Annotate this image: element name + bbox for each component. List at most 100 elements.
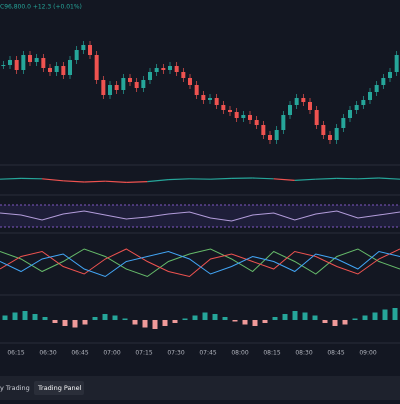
macd-bar <box>333 320 338 326</box>
band <box>0 205 400 227</box>
macd-bar <box>93 317 98 320</box>
macd-bar <box>143 320 148 328</box>
macd-bar <box>393 308 398 320</box>
macd-bar <box>83 320 88 325</box>
candle-body <box>335 128 339 140</box>
macd-bar <box>163 320 168 326</box>
macd-bar <box>53 320 58 323</box>
candle-body <box>21 55 25 70</box>
macd-bar <box>273 317 278 320</box>
macd-bar <box>203 313 208 321</box>
candle-body <box>15 60 19 70</box>
trend-segment <box>211 178 232 179</box>
macd-bar <box>193 316 198 321</box>
macd-bar <box>183 319 188 321</box>
candle-body <box>235 112 239 118</box>
macd-bar <box>293 311 298 320</box>
candle-body <box>241 115 245 118</box>
candle-body <box>295 98 299 105</box>
macd-bar <box>323 320 328 323</box>
tab[interactable]: Trading Panel <box>37 384 82 392</box>
time-label: 08:15 <box>263 350 280 357</box>
trend-segment <box>253 178 274 179</box>
candle-body <box>281 115 285 130</box>
macd-bar <box>33 314 38 320</box>
macd-bar <box>253 320 258 326</box>
time-label: 07:30 <box>167 350 184 357</box>
candle-body <box>201 95 205 100</box>
trend-segment <box>0 178 21 179</box>
candle-body <box>248 115 252 120</box>
candle-body <box>168 66 172 70</box>
macd-bar <box>313 316 318 321</box>
macd-bar <box>73 320 78 328</box>
macd-bar <box>233 320 238 322</box>
time-label: 06:45 <box>71 350 88 357</box>
candle-body <box>388 72 392 78</box>
candle-body <box>1 65 5 66</box>
time-label: 07:45 <box>199 350 216 357</box>
candle-body <box>361 100 365 105</box>
candle-body <box>55 66 59 72</box>
macd-bar <box>343 320 348 325</box>
candle-body <box>41 58 45 68</box>
macd-bar <box>113 316 118 321</box>
macd-bar <box>283 314 288 320</box>
candle-body <box>108 85 112 95</box>
candle-body <box>208 98 212 100</box>
macd-bar <box>363 316 368 321</box>
candle-body <box>48 68 52 72</box>
candle-body <box>301 98 305 102</box>
candle-body <box>35 58 39 62</box>
time-label: 06:30 <box>39 350 56 357</box>
candle-body <box>261 125 265 135</box>
candle-body <box>115 85 119 90</box>
macd-bar <box>43 317 48 320</box>
macd-bar <box>353 319 358 321</box>
candle-body <box>315 110 319 125</box>
macd-bar <box>223 317 228 320</box>
macd-bar <box>243 320 248 325</box>
time-label: 07:15 <box>135 350 152 357</box>
tab[interactable]: y Trading <box>0 384 30 392</box>
candle-body <box>341 118 345 128</box>
macd-bar <box>103 314 108 320</box>
macd-bar <box>173 320 178 323</box>
macd-bar <box>123 319 128 321</box>
candle-body <box>148 72 152 80</box>
trend-segment <box>126 182 147 183</box>
candle-body <box>68 60 72 75</box>
candle-body <box>8 60 12 65</box>
time-label: 08:00 <box>231 350 248 357</box>
candle-body <box>288 105 292 115</box>
macd-bar <box>373 313 378 321</box>
candle-body <box>255 120 259 125</box>
candle-body <box>348 110 352 118</box>
candle-body <box>128 78 132 82</box>
macd-bar <box>263 320 268 323</box>
candle-body <box>195 85 199 95</box>
macd-bar <box>133 320 138 325</box>
candle-body <box>355 105 359 110</box>
candle-body <box>28 55 32 62</box>
time-label: 08:30 <box>295 350 312 357</box>
candle-body <box>321 125 325 135</box>
time-label: 08:45 <box>327 350 344 357</box>
macd-bar <box>13 313 18 321</box>
candle-body <box>81 45 85 50</box>
candle-body <box>88 45 92 55</box>
macd-bar <box>383 310 388 321</box>
candle-body <box>221 105 225 110</box>
candle-body <box>328 135 332 140</box>
candle-body <box>135 82 139 88</box>
candle-body <box>141 80 145 88</box>
candle-body <box>95 55 99 80</box>
quote: C96,800.0 +12.3 (+0.01%) <box>0 4 82 11</box>
candle-body <box>395 55 399 72</box>
candle-body <box>181 72 185 78</box>
candle-body <box>308 102 312 110</box>
candle-body <box>215 98 219 105</box>
macd-bar <box>63 320 68 326</box>
candle-body <box>161 68 165 70</box>
